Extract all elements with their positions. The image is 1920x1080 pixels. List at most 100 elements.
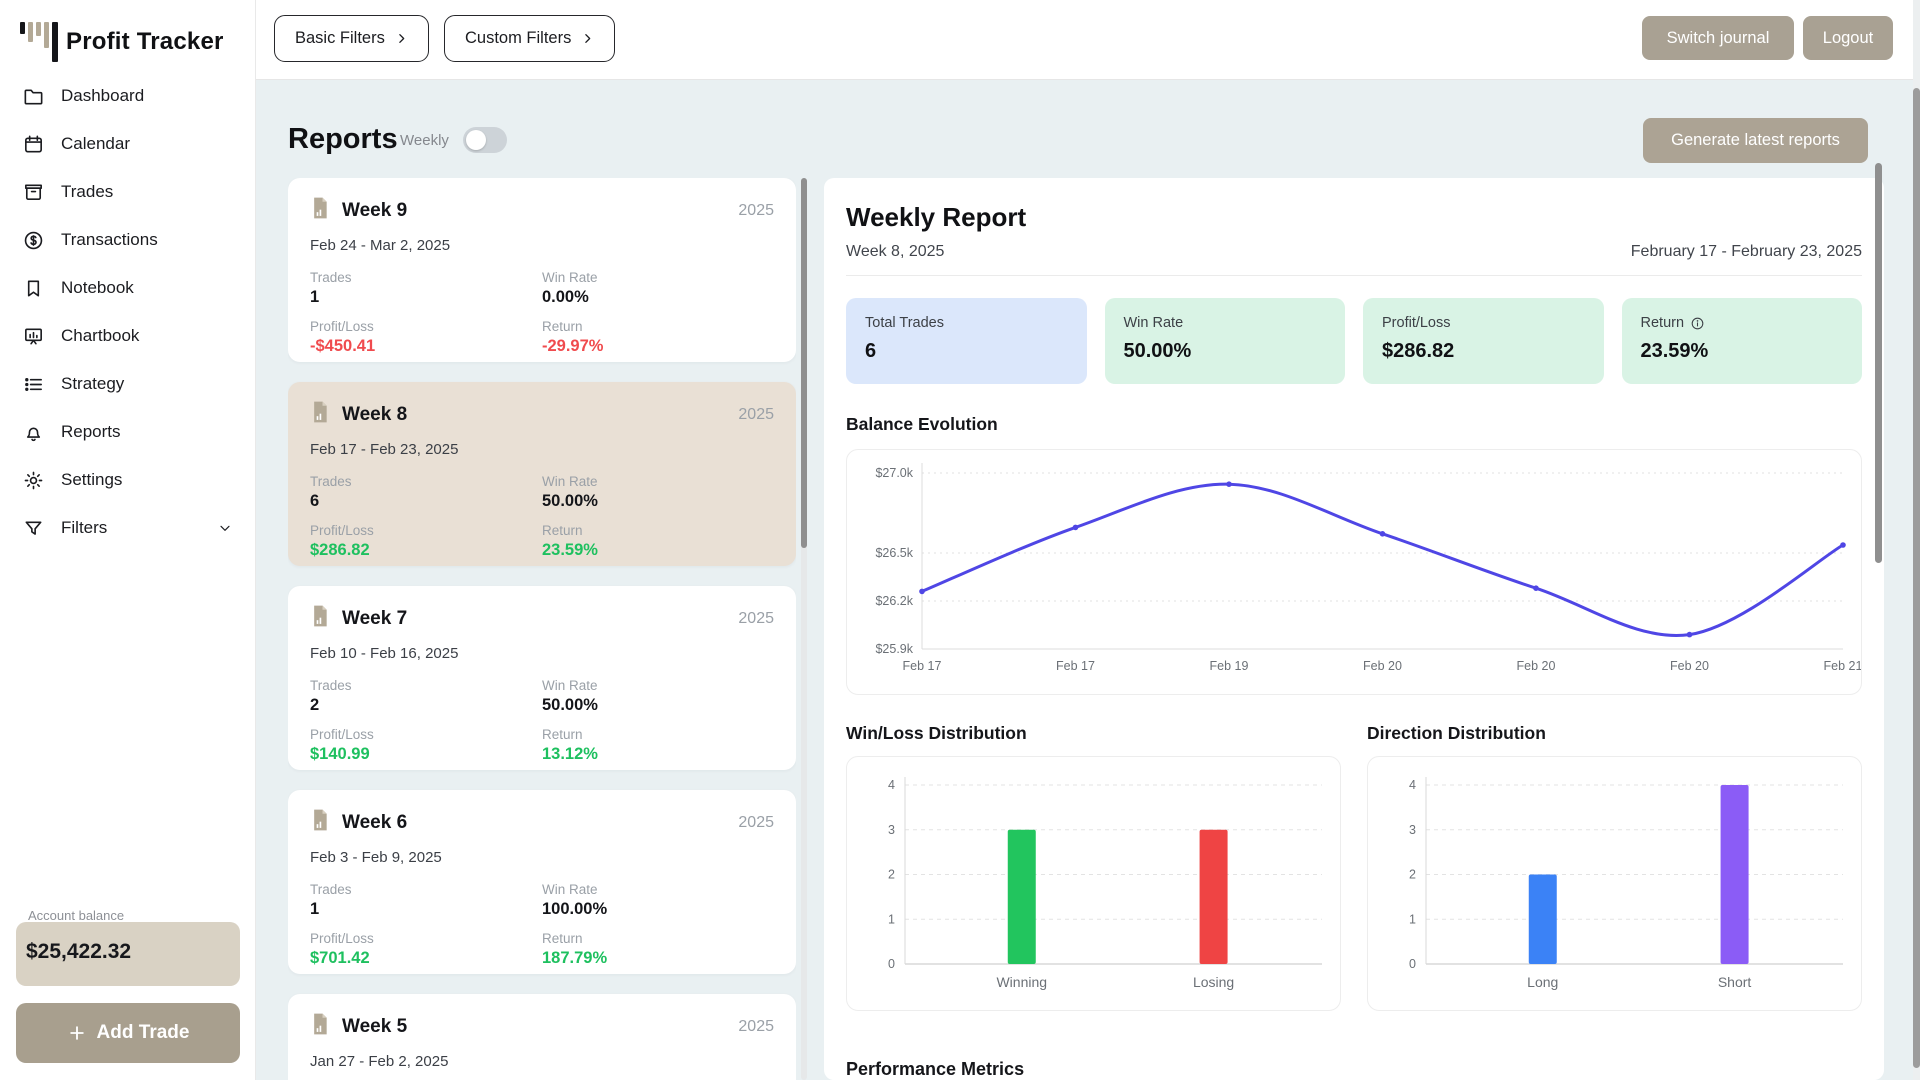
svg-text:Feb 19: Feb 19	[1210, 659, 1249, 673]
win-loss-heading: Win/Loss Distribution	[846, 723, 1341, 744]
week-card-profit-loss: Profit/Loss $140.99	[310, 727, 542, 764]
profit-loss-label: Profit/Loss	[310, 727, 542, 742]
trades-value: 6	[310, 492, 542, 511]
sidebar-item-transactions[interactable]: Transactions	[0, 216, 255, 264]
week-card-profit-loss: Profit/Loss -$450.41	[310, 319, 542, 356]
report-file-icon	[310, 400, 330, 429]
panel-scrollbar-thumb[interactable]	[1875, 163, 1882, 563]
sidebar-nav: Dashboard Calendar TradesTransactionsNoteb…	[0, 72, 255, 552]
basic-filters-label: Basic Filters	[295, 29, 385, 48]
week-card-win-rate: Win Rate 0.00%	[542, 270, 774, 307]
add-trade-label: Add Trade	[97, 1022, 190, 1044]
funnel-icon	[22, 517, 45, 540]
week-card-week-5[interactable]: Week 5 2025 Jan 27 - Feb 2, 2025 Trades …	[288, 994, 796, 1080]
profit-loss-label: Profit/Loss	[310, 523, 542, 538]
sidebar-item-chartbook[interactable]: Chartbook	[0, 312, 255, 360]
svg-text:1: 1	[888, 912, 895, 926]
stat-label: Total Trades	[865, 315, 944, 331]
svg-text:$26.2k: $26.2k	[875, 594, 913, 608]
sidebar-item-reports[interactable]: Reports	[0, 408, 255, 456]
basic-filters-button[interactable]: Basic Filters	[274, 15, 429, 62]
svg-text:Feb 17: Feb 17	[903, 659, 942, 673]
week-card-trades: Trades 2	[310, 678, 542, 715]
account-balance-value: $25,422.32	[26, 940, 131, 964]
logout-button[interactable]: Logout	[1803, 16, 1893, 60]
sidebar-item-settings[interactable]: Settings	[0, 456, 255, 504]
week-card-title: Week 8	[342, 404, 407, 426]
win-rate-label: Win Rate	[542, 474, 774, 489]
svg-text:Losing: Losing	[1193, 974, 1234, 990]
week-card-trades: Trades 1	[310, 882, 542, 919]
trades-value: 1	[310, 288, 542, 307]
svg-text:2: 2	[1409, 868, 1416, 882]
gear-icon	[22, 469, 45, 492]
stat-card-total-trades: Total Trades 6	[846, 298, 1087, 384]
win-loss-section: Win/Loss Distribution 01234WinningLosing	[846, 723, 1341, 1011]
svg-text:3: 3	[1409, 823, 1416, 837]
return-label: Return	[542, 931, 774, 946]
win-rate-label: Win Rate	[542, 882, 774, 897]
weekly-toggle-label: Weekly	[400, 132, 449, 149]
weekly-report-panel: Weekly Report Week 8, 2025 February 17 -…	[824, 178, 1884, 1080]
sidebar-item-trades[interactable]: Trades	[0, 168, 255, 216]
week-card-week-7[interactable]: Week 7 2025 Feb 10 - Feb 16, 2025 Trades…	[288, 586, 796, 770]
plus-icon	[67, 1023, 87, 1043]
custom-filters-label: Custom Filters	[465, 29, 571, 48]
sidebar-item-filters[interactable]: Filters	[0, 504, 255, 552]
divider	[846, 275, 1862, 276]
page-scrollbar-thumb[interactable]	[1913, 88, 1920, 1068]
week-card-week-8[interactable]: Week 8 2025 Feb 17 - Feb 23, 2025 Trades…	[288, 382, 796, 566]
profit-loss-value: $140.99	[310, 745, 542, 764]
win-rate-value: 0.00%	[542, 288, 774, 307]
app-title: Profit Tracker	[66, 28, 224, 56]
svg-text:0: 0	[888, 957, 895, 971]
add-trade-button[interactable]: Add Trade	[16, 1003, 240, 1063]
return-label: Return	[542, 727, 774, 742]
week-card-title: Week 6	[342, 812, 407, 834]
return-value: -29.97%	[542, 337, 774, 356]
weekly-toggle[interactable]	[463, 127, 507, 153]
trades-label: Trades	[310, 270, 542, 285]
app-logo: Profit Tracker	[20, 22, 224, 62]
stat-value: $286.82	[1382, 340, 1585, 363]
presentation-chart-icon	[22, 325, 45, 348]
week-list-scrollbar-thumb[interactable]	[801, 178, 807, 548]
week-card-win-rate: Win Rate 50.00%	[542, 678, 774, 715]
week-card-week-6[interactable]: Week 6 2025 Feb 3 - Feb 9, 2025 Trades 1…	[288, 790, 796, 974]
week-card-win-rate: Win Rate 100.00%	[542, 882, 774, 919]
sidebar-item-label: Calendar	[61, 134, 130, 154]
switch-journal-button[interactable]: Switch journal	[1642, 16, 1794, 60]
svg-text:Short: Short	[1718, 974, 1752, 990]
sidebar-item-calendar[interactable]: Calendar	[0, 120, 255, 168]
win-rate-label: Win Rate	[542, 270, 774, 285]
direction-heading: Direction Distribution	[1367, 723, 1862, 744]
sidebar-item-notebook[interactable]: Notebook	[0, 264, 255, 312]
info-icon[interactable]	[1690, 316, 1705, 331]
sidebar-item-strategy[interactable]: Strategy	[0, 360, 255, 408]
week-card-return: Return -29.97%	[542, 319, 774, 356]
sidebar-item-label: Settings	[61, 470, 122, 490]
page-title: Reports	[288, 123, 398, 156]
balance-evolution-heading: Balance Evolution	[846, 414, 1862, 435]
week-card-date-range: Feb 24 - Mar 2, 2025	[310, 237, 774, 254]
balance-evolution-card: $27.0k$26.5k$26.2k$25.9kFeb 17Feb 17Feb …	[846, 449, 1862, 695]
sidebar-item-label: Strategy	[61, 374, 124, 394]
svg-text:Feb 20: Feb 20	[1363, 659, 1402, 673]
week-card-week-9[interactable]: Week 9 2025 Feb 24 - Mar 2, 2025 Trades …	[288, 178, 796, 362]
sidebar: Profit Tracker Dashboard Calendar TradesTr…	[0, 0, 256, 1080]
custom-filters-button[interactable]: Custom Filters	[444, 15, 615, 62]
week-card-trades: Trades 6	[310, 474, 542, 511]
stat-card-win-rate: Win Rate 50.00%	[1105, 298, 1346, 384]
svg-text:$26.5k: $26.5k	[875, 546, 913, 560]
week-report-list: Week 9 2025 Feb 24 - Mar 2, 2025 Trades …	[288, 178, 796, 1080]
calendar-icon	[22, 133, 45, 156]
profit-loss-label: Profit/Loss	[310, 319, 542, 334]
report-file-icon	[310, 196, 330, 225]
sidebar-item-dashboard[interactable]: Dashboard	[0, 72, 255, 120]
week-card-return: Return 13.12%	[542, 727, 774, 764]
report-file-icon	[310, 604, 330, 633]
week-card-year: 2025	[738, 406, 774, 424]
account-balance-label: Account balance	[28, 908, 124, 923]
win-loss-chart: 01234WinningLosing	[847, 757, 1340, 1010]
generate-reports-button[interactable]: Generate latest reports	[1643, 118, 1868, 163]
